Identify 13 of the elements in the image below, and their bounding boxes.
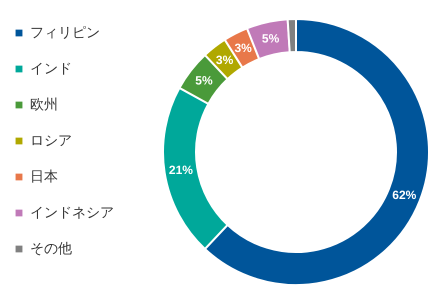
legend-label: 欧州	[30, 97, 58, 113]
legend-label: その他	[30, 241, 72, 257]
data-label: 62%	[392, 188, 417, 202]
data-label: 5%	[262, 31, 280, 46]
legend-label: インドネシア	[30, 205, 114, 221]
data-label: 5%	[195, 74, 213, 88]
data-label: 3%	[234, 41, 252, 56]
data-label: 3%	[216, 52, 234, 67]
legend-label: 日本	[30, 169, 58, 185]
data-label: 21%	[168, 163, 194, 178]
legend-label: フィリピン	[30, 25, 100, 41]
legend-label: インド	[30, 61, 72, 77]
legend-label: ロシア	[30, 133, 72, 149]
